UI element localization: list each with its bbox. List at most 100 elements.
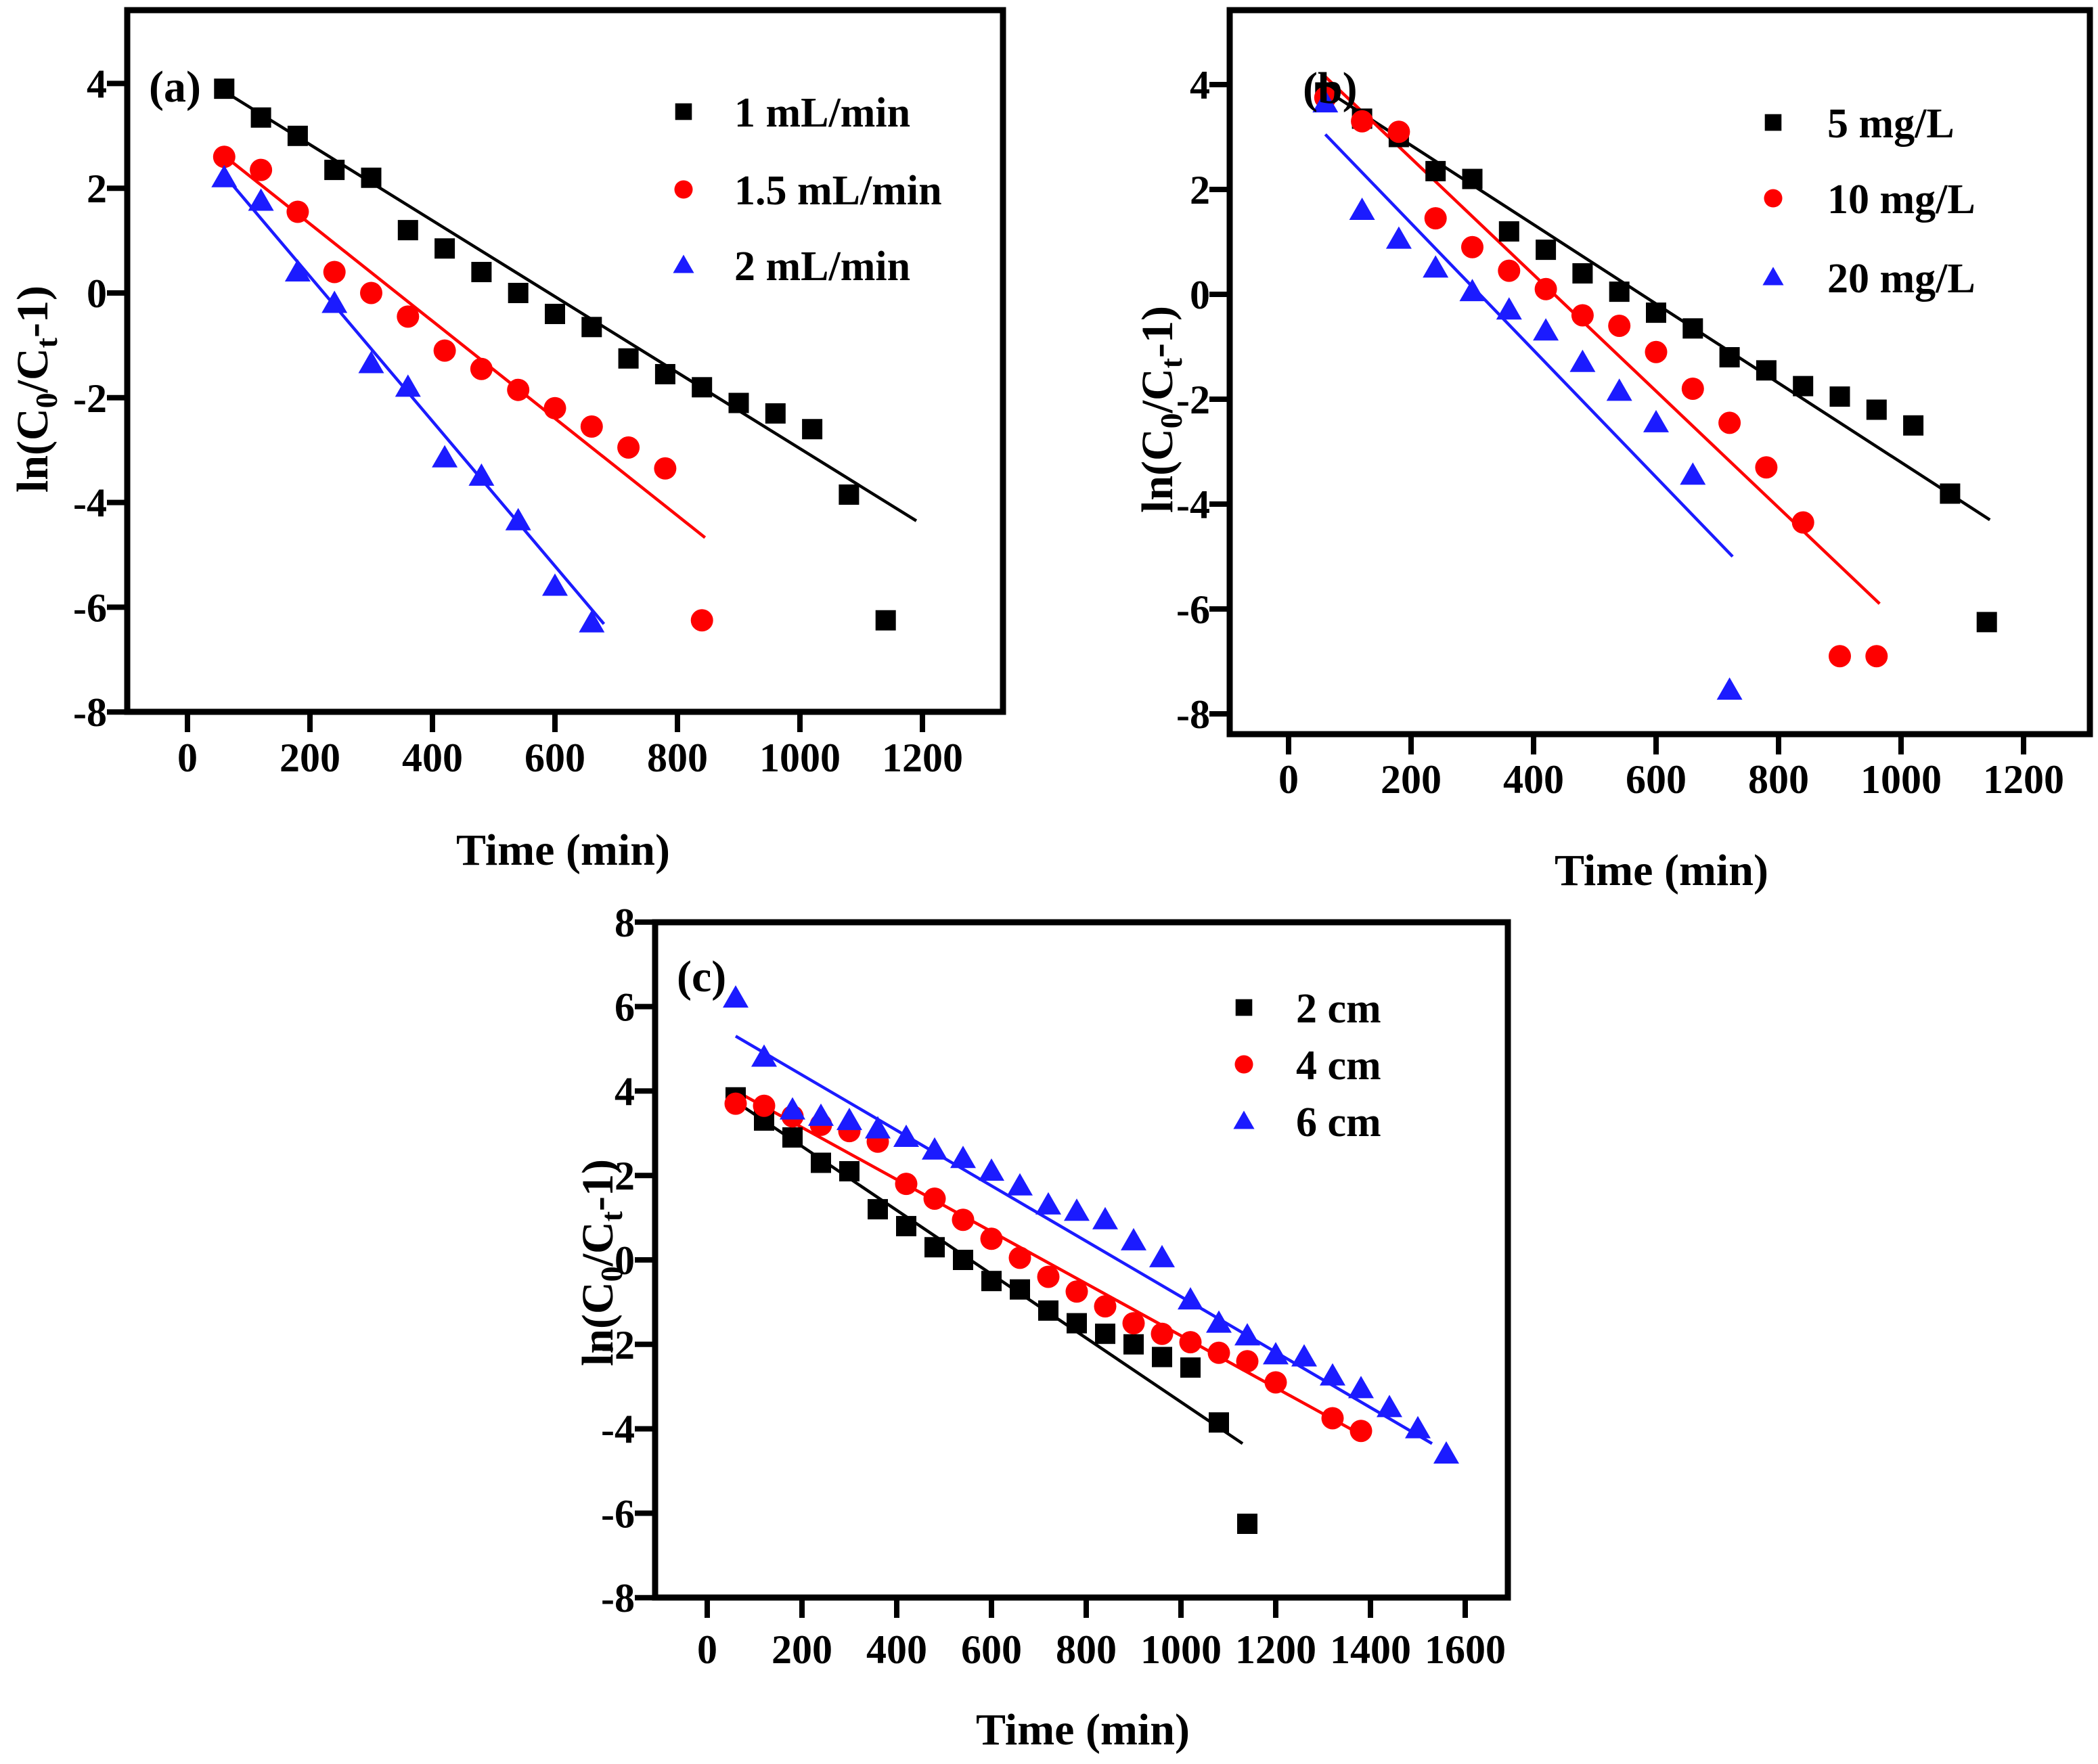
data-point-c-series2: [780, 1097, 805, 1120]
data-point-b-series0: [1536, 240, 1557, 261]
data-point-a-series0: [287, 125, 308, 146]
data-point-c-series0: [1237, 1514, 1257, 1534]
data-point-b-series1: [1718, 411, 1741, 434]
x-tick-label-a: 0: [177, 736, 198, 780]
data-point-b-series1: [1681, 378, 1704, 400]
y-tick-label-c: -6: [601, 1491, 635, 1536]
data-point-c-series1: [1236, 1350, 1259, 1373]
data-point-c-series0: [811, 1152, 831, 1173]
x-tick-label-a: 800: [647, 736, 708, 780]
y-tick-label-b: 2: [1190, 168, 1210, 212]
data-point-c-series2: [979, 1158, 1004, 1181]
x-tick-label-a: 400: [402, 736, 463, 780]
data-point-a-series2: [284, 259, 311, 282]
data-point-a-series1: [250, 158, 273, 181]
legend-label-b-1: 10 mg/L: [1827, 177, 1976, 223]
panel-a: 0 200 400 600 800 1000 1200 4 2 0 -2 -4 -6 -8 Time (mi…: [8, 7, 1006, 875]
legend-marker-square-icon: [1764, 114, 1782, 131]
data-point-c-series1: [1321, 1407, 1344, 1430]
plot-frame-b: [1226, 7, 2093, 738]
data-point-b-series0: [1976, 612, 1997, 633]
data-point-a-series2: [542, 573, 568, 596]
data-point-c-series2: [1121, 1227, 1146, 1250]
data-point-a-series1: [654, 457, 677, 480]
data-point-c-series2: [893, 1125, 919, 1148]
x-tick-label-c: 400: [866, 1627, 927, 1672]
data-point-c-series0: [1067, 1313, 1087, 1334]
legend-label-b-0: 5 mg/L: [1827, 101, 1955, 147]
data-point-b-series2: [1423, 255, 1449, 278]
data-point-b-series0: [1756, 360, 1777, 381]
data-point-b-series0: [1719, 347, 1740, 367]
panel-label-c: (c): [677, 952, 726, 1001]
data-point-a-series0: [802, 419, 823, 440]
data-point-b-series2: [1385, 226, 1412, 249]
data-point-b-series1: [1755, 456, 1778, 479]
legend-label-b-2: 20 mg/L: [1827, 256, 1976, 302]
legend-item-a-1: 1.5 mL/min: [674, 168, 942, 214]
x-tick-label-c: 1200: [1235, 1627, 1316, 1672]
data-point-c-series1: [980, 1227, 1003, 1250]
data-point-c-series1: [1179, 1331, 1202, 1354]
legend-label-a-2: 2 mL/min: [734, 244, 910, 290]
data-point-a-series2: [579, 610, 605, 633]
data-point-b-series1: [1498, 259, 1521, 282]
data-point-c-series1: [753, 1094, 776, 1117]
data-point-c-series2: [950, 1146, 976, 1169]
y-tick-label-a: -6: [73, 585, 107, 630]
data-point-a-series0: [618, 348, 639, 369]
data-point-b-series1: [1791, 511, 1814, 534]
data-point-a-series1: [323, 261, 346, 284]
x-tick-label-c: 600: [961, 1627, 1022, 1672]
data-point-c-series0: [1180, 1357, 1201, 1378]
data-point-a-series2: [468, 463, 495, 486]
legend-item-b-2: 20 mg/L: [1762, 256, 1976, 302]
data-point-a-series1: [470, 357, 493, 380]
data-point-b-series0: [1498, 221, 1519, 242]
data-point-a-series0: [250, 107, 271, 128]
legend-item-b-0: 5 mg/L: [1764, 101, 1955, 147]
data-point-c-series2: [922, 1137, 947, 1160]
data-point-c-series0: [1095, 1324, 1115, 1344]
data-point-b-series1: [1461, 235, 1483, 258]
legend-marker-triangle-icon: [1233, 1110, 1255, 1129]
x-tick-label-a: 200: [280, 736, 340, 780]
x-tick-label-b: 1200: [1983, 757, 2064, 802]
data-point-c-series2: [1263, 1342, 1289, 1365]
x-tick-label-a: 1000: [759, 736, 841, 780]
y-tick-label-c: -4: [601, 1407, 635, 1452]
data-point-b-series1: [1424, 207, 1447, 230]
data-point-c-series1: [1065, 1280, 1088, 1303]
data-point-c-series1: [1122, 1312, 1145, 1335]
data-point-c-series1: [1151, 1322, 1174, 1345]
legend-marker-triangle-icon: [673, 254, 694, 273]
data-point-c-series1: [1207, 1341, 1230, 1364]
data-point-c-series2: [751, 1044, 777, 1067]
data-point-c-series0: [1152, 1347, 1172, 1367]
data-point-a-series0: [214, 78, 235, 99]
fit-line-c-2: [734, 1035, 1433, 1445]
data-point-b-series2: [1496, 297, 1522, 320]
data-point-a-series0: [839, 484, 860, 505]
y-tick-label-c: 6: [615, 985, 635, 1030]
y-tick-label-b: -8: [1176, 692, 1210, 737]
data-point-c-series2: [1035, 1192, 1061, 1215]
data-point-c-series2: [1320, 1363, 1345, 1386]
x-tick-label-c: 1000: [1140, 1627, 1222, 1672]
y-tick-label-c: 4: [615, 1069, 635, 1114]
data-point-a-series0: [692, 377, 713, 398]
data-point-b-series0: [1682, 318, 1703, 339]
data-point-b-series0: [1609, 281, 1630, 302]
data-point-b-series2: [1459, 279, 1486, 302]
data-point-c-series2: [1377, 1395, 1402, 1418]
data-point-c-series2: [1291, 1344, 1317, 1367]
x-tick-label-b: 1000: [1860, 757, 1942, 802]
data-point-a-series2: [211, 164, 238, 187]
y-tick-label-b: -2: [1176, 378, 1210, 422]
legend-item-b-1: 10 mg/L: [1764, 177, 1976, 223]
legend-item-c-2: 6 cm: [1233, 1100, 1381, 1146]
legend-item-a-2: 2 mL/min: [673, 244, 910, 290]
data-point-c-series1: [952, 1208, 975, 1231]
data-point-b-series1: [1865, 645, 1888, 668]
